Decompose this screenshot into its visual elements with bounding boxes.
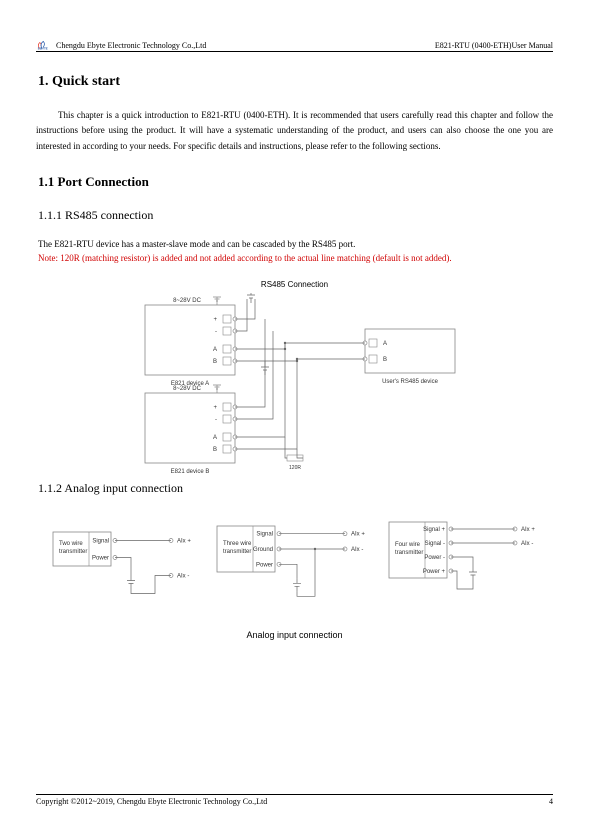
ebyte-logo-icon: EBYTE <box>36 40 54 50</box>
svg-text:Three wire: Three wire <box>223 541 252 547</box>
svg-text:AIx +: AIx + <box>521 527 535 533</box>
svg-text:-: - <box>215 329 217 335</box>
rs485-desc: The E821-RTU device has a master-slave m… <box>38 237 553 251</box>
svg-text:transmitter: transmitter <box>59 549 87 555</box>
svg-text:Four wire: Four wire <box>395 542 421 548</box>
svg-text:User's RS485 device: User's RS485 device <box>382 379 439 385</box>
svg-text:B: B <box>383 357 387 363</box>
doc-title: E821-RTU (0400-ETH)User Manual <box>435 41 553 50</box>
intro-paragraph: This chapter is a quick introduction to … <box>36 108 553 154</box>
svg-text:+: + <box>213 405 217 411</box>
rs485-diagram-title: RS485 Connection <box>36 280 553 289</box>
svg-text:-: - <box>215 417 217 423</box>
svg-text:E821 device B: E821 device B <box>170 469 209 473</box>
svg-text:A: A <box>383 341 387 347</box>
svg-text:Signal -: Signal - <box>424 541 444 547</box>
company-name: Chengdu Ebyte Electronic Technology Co.,… <box>56 41 206 50</box>
svg-text:AIx -: AIx - <box>521 541 533 547</box>
heading-1-1-1: 1.1.1 RS485 connection <box>38 208 553 223</box>
page-number: 4 <box>549 797 553 806</box>
heading-1-1-2: 1.1.2 Analog input connection <box>38 481 553 496</box>
svg-text:Power +: Power + <box>422 569 445 575</box>
svg-text:Power -: Power - <box>424 555 445 561</box>
page-footer: Copyright ©2012~2019, Chengdu Ebyte Elec… <box>36 794 553 806</box>
svg-text:Signal +: Signal + <box>423 527 445 533</box>
heading-1-1: 1.1 Port Connection <box>38 174 553 190</box>
svg-text:Power: Power <box>255 562 272 568</box>
svg-text:AIx -: AIx - <box>177 573 189 579</box>
svg-text:EBYTE: EBYTE <box>38 47 48 51</box>
svg-text:120R: 120R <box>289 465 301 471</box>
svg-text:8~28V DC: 8~28V DC <box>173 298 202 304</box>
page-header: EBYTE Chengdu Ebyte Electronic Technolog… <box>36 40 553 52</box>
svg-text:AIx +: AIx + <box>351 531 365 537</box>
heading-1: 1. Quick start <box>38 74 553 90</box>
rs485-note: Note: 120R (matching resistor) is added … <box>38 251 553 265</box>
svg-text:B: B <box>212 447 216 453</box>
svg-text:A: A <box>212 435 216 441</box>
svg-text:Two wire: Two wire <box>59 541 83 547</box>
svg-text:A: A <box>212 347 216 353</box>
analog-input-diagram: Two wire transmitter Signal Power AIx + AIx -… <box>45 510 545 620</box>
svg-text:AIx -: AIx - <box>351 547 363 553</box>
page: EBYTE Chengdu Ebyte Electronic Technolog… <box>0 0 589 832</box>
company-header: EBYTE Chengdu Ebyte Electronic Technolog… <box>36 40 206 50</box>
svg-text:Ground: Ground <box>252 547 272 553</box>
svg-text:B: B <box>212 359 216 365</box>
svg-text:Signal: Signal <box>92 538 109 544</box>
svg-text:Power: Power <box>91 555 108 561</box>
rs485-connection-diagram: 8~28V DC+-ABE821 device A8~28V DC+-ABE82… <box>115 293 475 473</box>
copyright-text: Copyright ©2012~2019, Chengdu Ebyte Elec… <box>36 797 267 806</box>
svg-text:8~28V DC: 8~28V DC <box>173 386 202 392</box>
svg-text:transmitter: transmitter <box>223 549 251 555</box>
svg-text:Signal: Signal <box>256 531 273 537</box>
svg-text:+: + <box>213 317 217 323</box>
svg-text:transmitter: transmitter <box>395 550 423 556</box>
analog-caption: Analog input connection <box>36 630 553 640</box>
svg-text:AIx +: AIx + <box>177 538 191 544</box>
